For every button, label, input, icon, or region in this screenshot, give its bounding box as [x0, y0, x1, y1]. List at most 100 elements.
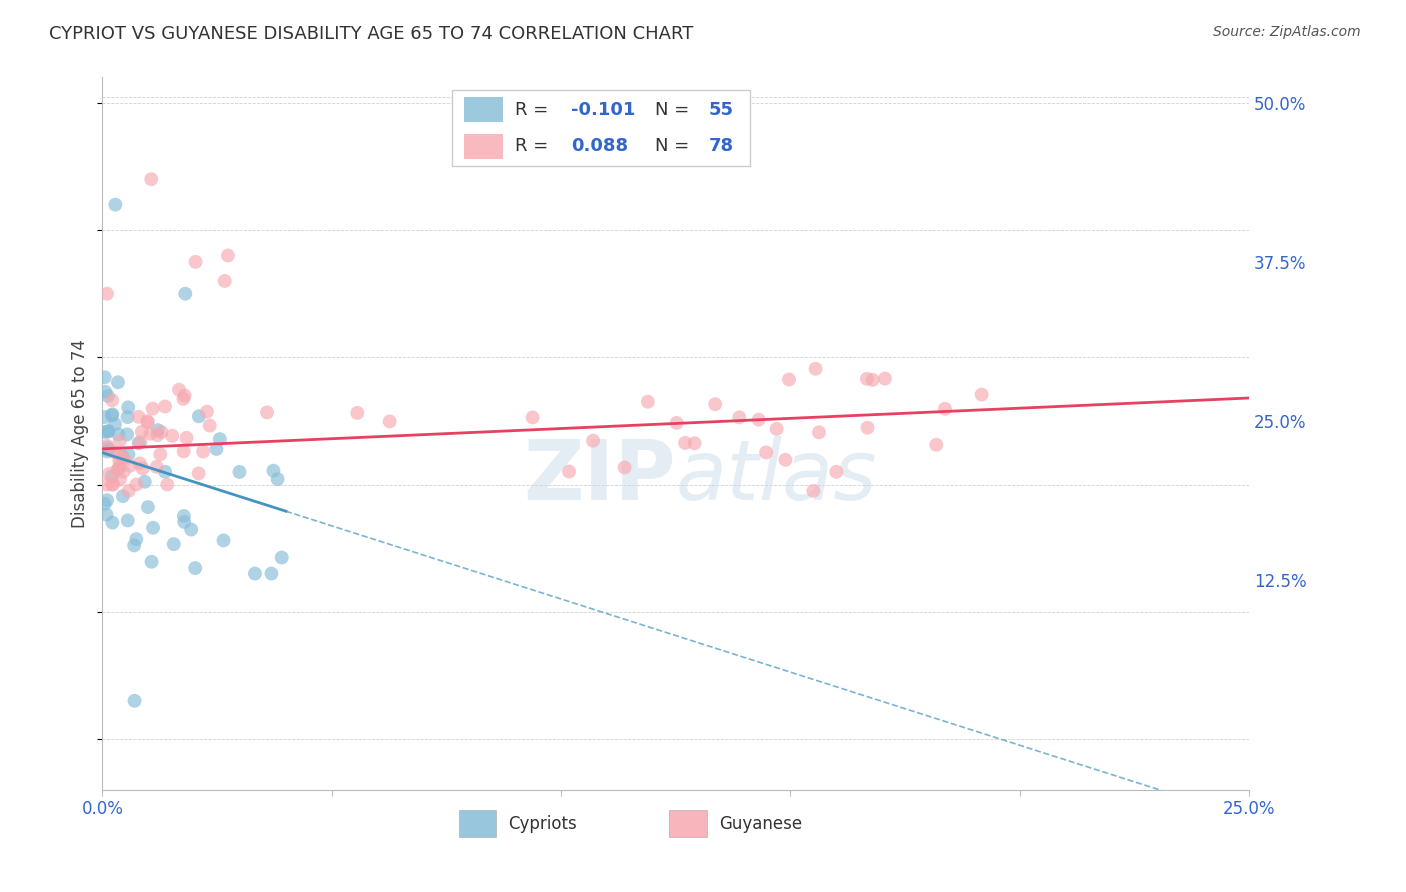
Point	[212, 533, 235, 548]
Point	[131, 425, 153, 439]
Point	[146, 423, 169, 437]
Point	[96, 477, 118, 491]
Point	[94, 384, 117, 399]
Point	[856, 372, 879, 386]
Point	[755, 445, 778, 459]
Point	[136, 500, 159, 514]
Point	[214, 274, 236, 288]
Point	[153, 465, 176, 479]
Point	[128, 456, 150, 470]
Point	[665, 416, 688, 430]
Point	[804, 361, 827, 376]
Point	[167, 383, 190, 397]
Point	[103, 445, 125, 459]
Point	[378, 414, 401, 428]
Point	[93, 410, 115, 425]
Point	[187, 409, 209, 424]
Point	[217, 248, 239, 262]
Point	[149, 447, 172, 461]
Point	[243, 566, 266, 581]
Point	[108, 473, 131, 487]
Point	[266, 472, 288, 486]
Point	[150, 425, 173, 439]
Point	[136, 415, 159, 429]
Point	[107, 462, 129, 476]
Point	[136, 414, 159, 428]
Point	[637, 394, 659, 409]
Point	[101, 469, 124, 483]
Text: CYPRIOT VS GUYANESE DISABILITY AGE 65 TO 74 CORRELATION CHART: CYPRIOT VS GUYANESE DISABILITY AGE 65 TO…	[49, 25, 693, 43]
Point	[128, 409, 150, 424]
Point	[807, 425, 830, 440]
Point	[176, 431, 198, 445]
Point	[172, 392, 194, 406]
Point	[101, 477, 124, 491]
Point	[873, 371, 896, 385]
Point	[134, 475, 156, 489]
Point	[117, 513, 139, 527]
Point	[934, 401, 956, 416]
Point	[117, 401, 139, 415]
Point	[97, 389, 120, 403]
Point	[93, 370, 115, 384]
Point	[174, 286, 197, 301]
Point	[107, 427, 129, 442]
Point	[96, 286, 118, 301]
Point	[120, 458, 142, 473]
Point	[180, 523, 202, 537]
Point	[825, 465, 848, 479]
Point	[117, 447, 139, 461]
Point	[96, 444, 118, 458]
Point	[346, 406, 368, 420]
Point	[98, 442, 121, 457]
Point	[93, 497, 115, 511]
Point	[256, 405, 278, 419]
Point	[115, 427, 138, 442]
Point	[270, 550, 292, 565]
Point	[156, 477, 179, 491]
Point	[228, 465, 250, 479]
Point	[970, 387, 993, 401]
Point	[128, 436, 150, 450]
Point	[925, 438, 948, 452]
Point	[184, 255, 207, 269]
Point	[131, 461, 153, 475]
Point	[101, 393, 124, 408]
Point	[108, 454, 131, 468]
Point	[112, 452, 135, 467]
Point	[141, 172, 163, 186]
Point	[97, 425, 120, 439]
Point	[96, 508, 118, 522]
Point	[101, 516, 124, 530]
Point	[184, 561, 207, 575]
Text: Source: ZipAtlas.com: Source: ZipAtlas.com	[1213, 25, 1361, 39]
Point	[160, 429, 183, 443]
Point	[97, 424, 120, 438]
Point	[173, 508, 195, 523]
Point	[862, 373, 884, 387]
Point	[205, 442, 228, 456]
Point	[98, 467, 121, 481]
Point	[124, 694, 146, 708]
Point	[856, 420, 879, 434]
Point	[153, 400, 176, 414]
Point	[111, 450, 134, 464]
Point	[125, 532, 148, 546]
Point	[139, 426, 162, 441]
Point	[97, 441, 120, 455]
Point	[522, 410, 544, 425]
Point	[111, 489, 134, 503]
Point	[96, 493, 118, 508]
Point	[187, 467, 209, 481]
Point	[775, 452, 797, 467]
Point	[117, 410, 139, 425]
Point	[122, 538, 145, 552]
Point	[104, 417, 127, 431]
Point	[191, 444, 214, 458]
Point	[778, 372, 800, 386]
Point	[107, 376, 129, 390]
Point	[673, 436, 696, 450]
Point	[93, 425, 115, 439]
Point	[111, 450, 134, 465]
Point	[108, 434, 131, 448]
